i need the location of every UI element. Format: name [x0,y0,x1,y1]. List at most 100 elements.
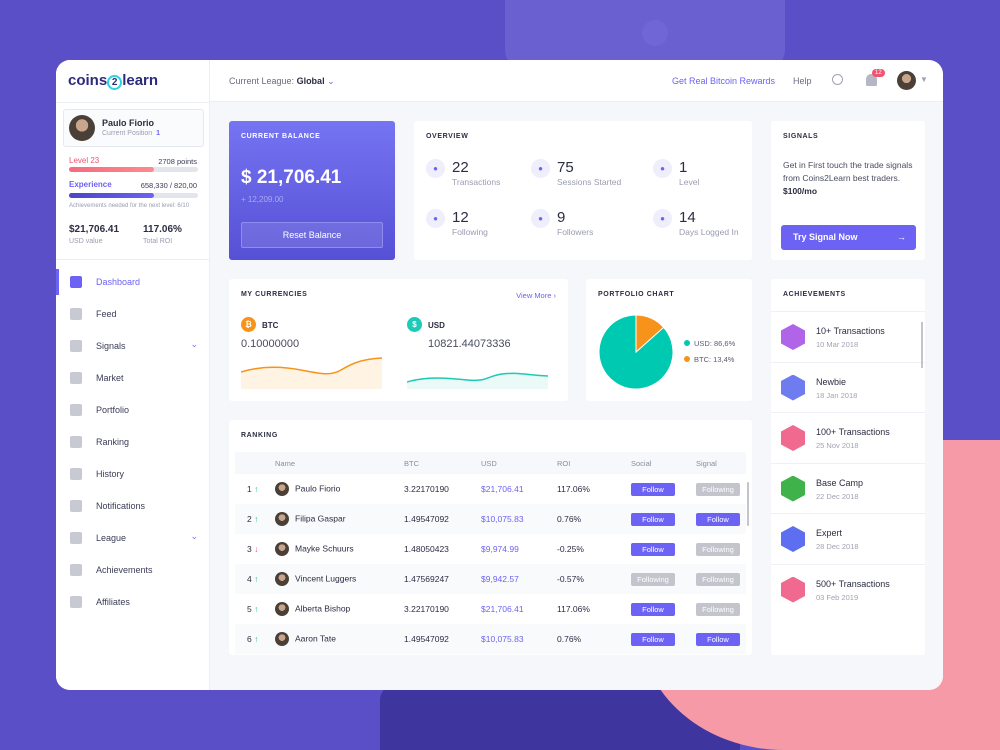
portfolio-card: PORTFOLIO CHART USD: 86,6% BTC: 13,4% [586,279,752,401]
social-follow-button[interactable]: Following [631,572,675,586]
table-row[interactable]: 3 ↓ Mayke Schuurs 1.48050423 $9,974.99 -… [235,534,746,564]
chevron-down-icon: ⌄ [327,76,335,86]
table-row[interactable]: 6 ↑ Aaron Tate 1.49547092 $10,075.83 0.7… [235,624,746,654]
social-follow-button[interactable]: Follow [631,542,675,556]
signal-follow-button[interactable]: Following [696,602,740,616]
social-follow-button[interactable]: Follow [631,602,675,616]
pie-slice-btc[interactable] [635,314,665,354]
position-label: Current Position [102,130,153,137]
scrollbar[interactable] [921,322,923,368]
usd-value: 10821.44073336 [428,338,511,350]
sidebar-item-achievements[interactable]: Achievements [56,557,210,583]
chevron-down-icon: ⌄ [190,339,198,349]
sidebar-item-history[interactable]: History [56,461,210,487]
sidebar-item-affiliates[interactable]: Affiliates [56,589,210,615]
achievement-item[interactable]: 10+ Transactions 10 Mar 2018 [771,311,925,361]
achievement-name: 100+ Transactions [816,427,890,437]
level-label: Level 23 [69,156,100,165]
achievement-badge-icon [781,425,805,451]
trader-name[interactable]: Paulo Fiorio [295,483,341,494]
dashboard-icon [70,276,82,288]
btc-icon: ₿ [241,317,256,332]
arrow-right-icon: → [897,232,906,242]
achievement-item[interactable]: Base Camp 22 Dec 2018 [771,462,925,513]
arrow-up-icon: ↑ [254,514,259,524]
achievement-date: 25 Nov 2018 [816,441,859,450]
overview-stat: ● 12 Following [426,209,536,239]
sidebar-item-feed[interactable]: Feed [56,301,210,327]
overview-stat: ● 1 Level [653,159,763,189]
sidebar-item-ranking[interactable]: Ranking [56,429,210,455]
legend-dot [684,340,690,346]
btc-label: BTC [262,321,279,330]
column-header: BTC [404,452,481,474]
column-header: Social [631,452,696,474]
ranking-card: RANKING Name BTC USD ROI Social Signal 1 ↑ Pa… [229,420,752,655]
profile-card[interactable]: Paulo Fiorio Current Position 1 [63,109,204,147]
usd-label: USD value [69,238,103,245]
chevron-down-icon[interactable]: ▼ [920,75,928,84]
achievement-date: 28 Dec 2018 [816,542,859,551]
sidebar-item-notifications[interactable]: Notifications [56,493,210,519]
table-row[interactable]: 2 ↑ Filipa Gaspar 1.49547092 $10,075.83 … [235,504,746,534]
trader-name[interactable]: Alberta Bishop [295,603,351,614]
signal-follow-button[interactable]: Following [696,482,740,496]
search-icon[interactable] [832,74,843,85]
social-follow-button[interactable]: Follow [631,632,675,646]
table-row[interactable]: 5 ↑ Alberta Bishop 3.22170190 $21,706.41… [235,594,746,624]
social-follow-button[interactable]: Follow [631,482,675,496]
trader-name[interactable]: Mayke Schuurs [295,543,354,554]
stat-value: 75 [557,159,574,176]
social-follow-button[interactable]: Follow [631,512,675,526]
bell-icon[interactable] [866,74,877,86]
achievement-item[interactable]: 100+ Transactions 25 Nov 2018 [771,412,925,462]
signal-follow-button[interactable]: Follow [696,512,740,526]
scrollbar[interactable] [747,482,749,526]
flag-icon: ● [531,159,550,178]
achievement-name: 10+ Transactions [816,326,885,336]
user-plus-icon: ● [653,159,672,178]
table-row[interactable]: 4 ↑ Vincent Luggers 1.47569247 $9,942.57… [235,564,746,594]
achievement-name: Base Camp [816,477,864,488]
reset-balance-button[interactable]: Reset Balance [241,222,383,248]
sidebar-item-label: League [96,533,127,543]
user-avatar[interactable] [897,71,916,90]
rewards-link[interactable]: Get Real Bitcoin Rewards [672,76,776,86]
signal-follow-button[interactable]: Follow [696,632,740,646]
achievement-item[interactable]: Newbie 18 Jan 2018 [771,361,925,412]
sidebar-item-league[interactable]: League ⌄ [56,525,210,551]
sidebar-item-portfolio[interactable]: Portfolio [56,397,210,423]
stat-value: 12 [452,209,469,226]
achievement-badge-icon [781,374,805,401]
table-row[interactable]: 1 ↑ Paulo Fiorio 3.22170190 $21,706.41 1… [235,474,746,504]
trader-name[interactable]: Aaron Tate [295,633,336,644]
trader-name[interactable]: Vincent Luggers [295,573,357,584]
column-header: USD [481,452,557,474]
try-signal-button[interactable]: Try Signal Now → [781,225,916,250]
achievement-item[interactable]: Expert 28 Dec 2018 [771,513,925,563]
portfolio-pie-chart [598,314,674,390]
help-link[interactable]: Help [793,76,812,86]
achievement-item[interactable]: 500+ Transactions 03 Feb 2019 [771,563,925,614]
league-selector[interactable]: Current League: Global ⌄ [229,76,335,86]
experience-value: 658,330 / 820,00 [140,181,197,190]
sidebar-item-signals[interactable]: Signals ⌄ [56,333,210,359]
rank: 1 [247,484,252,494]
usd-cell: $21,706.41 [481,604,524,614]
achievement-badge-icon [781,475,805,502]
trader-name[interactable]: Filipa Gaspar [295,513,346,524]
achievement-badge-icon [781,526,805,552]
stat-value: 14 [679,209,696,226]
signal-follow-button[interactable]: Following [696,542,740,556]
sidebar-item-dashboard[interactable]: Dashboard [56,269,210,295]
view-more-link[interactable]: View More › [516,291,556,300]
card-title: CURRENT BALANCE [241,133,321,140]
signal-follow-button[interactable]: Following [696,572,740,586]
ranking-table: Name BTC USD ROI Social Signal 1 ↑ Paulo Fior… [235,452,746,654]
logo[interactable]: coins 2 learn [68,72,159,90]
arrow-up-icon: ↑ [254,634,259,644]
currencies-card: MY CURRENCIES View More › ₿ BTC 0.100000… [229,279,568,401]
sidebar-item-market[interactable]: Market [56,365,210,391]
ranking-icon [70,436,82,448]
roi-cell: 0.76% [557,504,631,534]
